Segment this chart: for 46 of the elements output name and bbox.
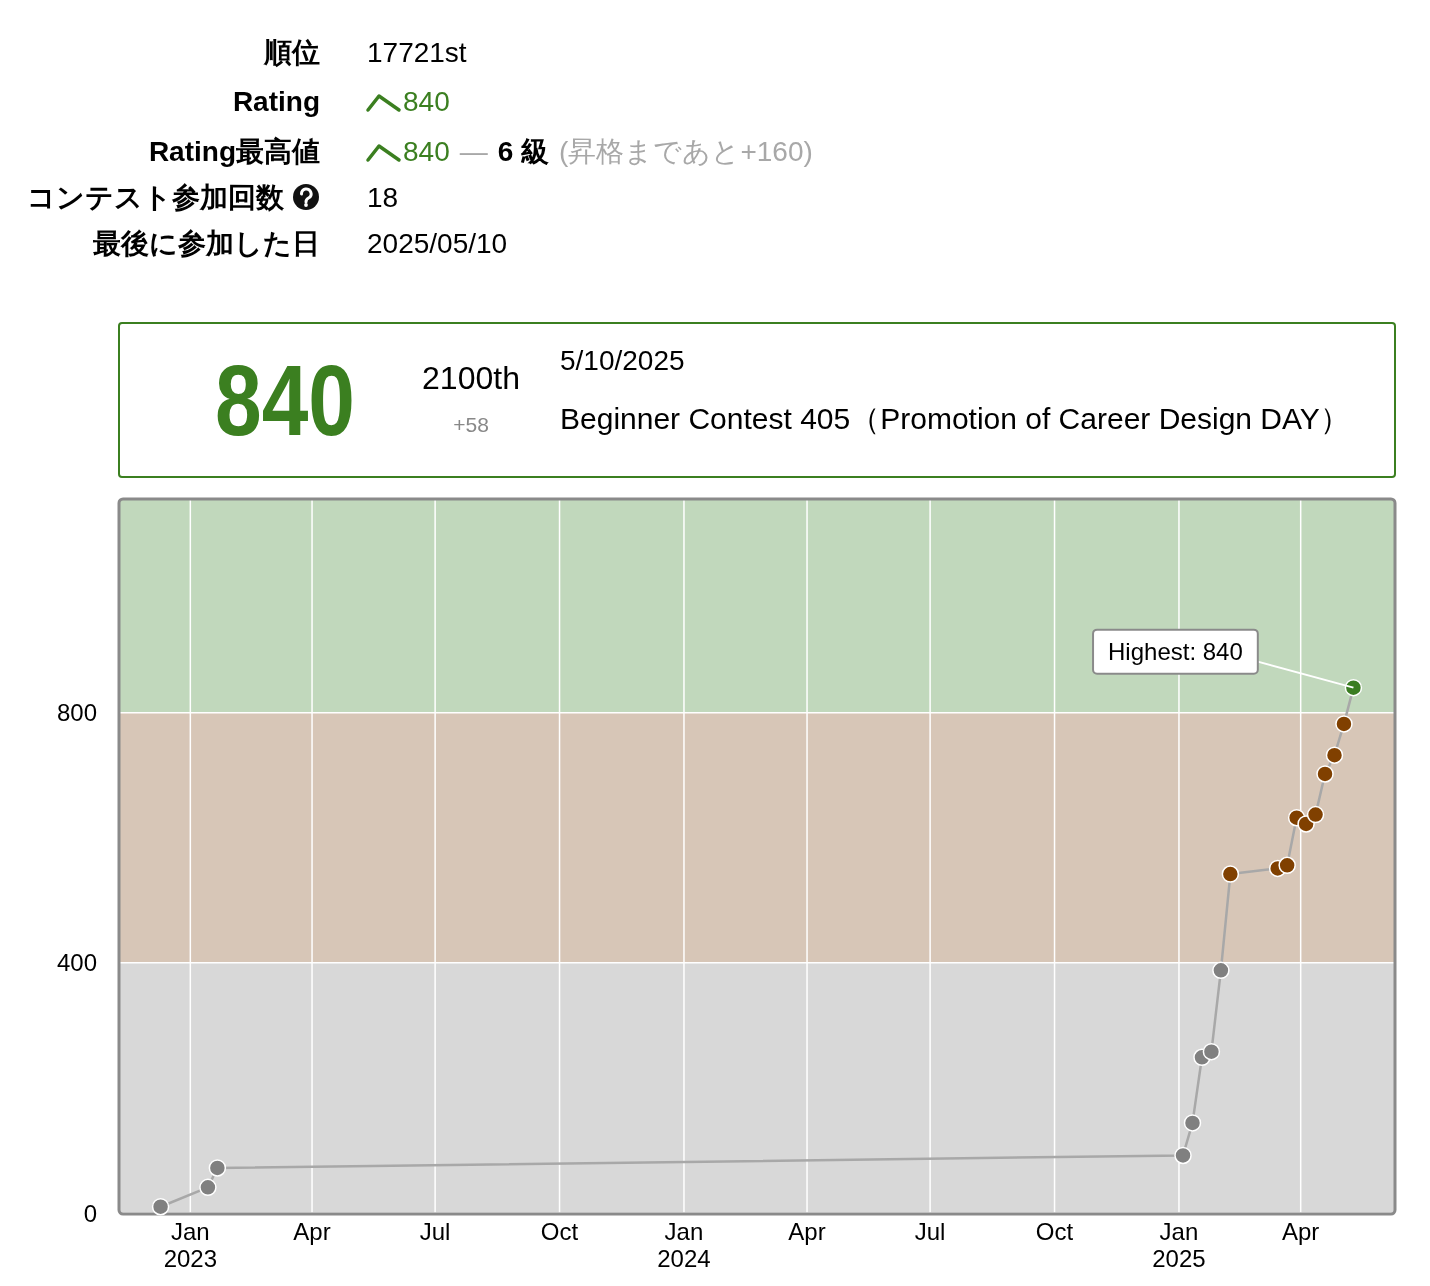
x-tick-label: Jan 2025 xyxy=(1152,1217,1206,1272)
point xyxy=(1221,865,1240,883)
point xyxy=(1335,715,1353,733)
text: 6 級 xyxy=(497,135,550,167)
x-tick-label: Apr xyxy=(1282,1217,1320,1245)
text: Beginner Contest 405（Promotion of Career Design DAY） xyxy=(560,401,1350,435)
text: 840 xyxy=(403,85,450,117)
text: コンテスト参加回数 xyxy=(27,181,285,213)
point xyxy=(208,1159,227,1177)
point xyxy=(151,1198,170,1216)
point xyxy=(1306,805,1325,824)
point xyxy=(1325,746,1344,764)
x-tick-label: Oct xyxy=(1035,1217,1074,1245)
point xyxy=(199,1178,217,1197)
point xyxy=(1344,678,1363,697)
text: Rating xyxy=(232,85,320,117)
text: 18 xyxy=(367,181,399,213)
text: Rating最高値 xyxy=(148,135,320,167)
x-tick-label: Apr xyxy=(293,1217,331,1245)
text: 順位 xyxy=(263,36,320,68)
x-tick-label: Jan 2024 xyxy=(657,1217,711,1272)
point xyxy=(1202,1042,1221,1061)
y-tick-label: 400 xyxy=(56,949,97,977)
text: — xyxy=(459,135,488,167)
text: 5/10/2025 xyxy=(560,344,685,376)
text: 17721st xyxy=(367,36,467,68)
text: 840 xyxy=(403,135,450,167)
annotation: Highest: 840 xyxy=(1108,638,1243,666)
x-tick-label: Apr xyxy=(788,1217,826,1245)
y-tick-label: 800 xyxy=(56,699,97,727)
text: 最後に参加した日 xyxy=(92,227,320,259)
point xyxy=(1183,1114,1202,1132)
point xyxy=(1278,856,1296,875)
point xyxy=(1316,765,1334,783)
point xyxy=(1212,961,1230,980)
text: (昇格まであと+160) xyxy=(559,135,813,167)
text: 2025/05/10 xyxy=(367,227,508,259)
point xyxy=(1174,1146,1192,1165)
x-tick-label: Jul xyxy=(419,1217,451,1245)
text: +58 xyxy=(453,412,489,436)
text: 2100th xyxy=(422,360,520,396)
x-tick-label: Jul xyxy=(914,1217,946,1245)
x-tick-label: Jan 2023 xyxy=(163,1217,218,1272)
x-tick-label: Oct xyxy=(540,1217,579,1245)
y-tick-label: 0 xyxy=(83,1199,97,1227)
text: 840 xyxy=(215,344,382,456)
